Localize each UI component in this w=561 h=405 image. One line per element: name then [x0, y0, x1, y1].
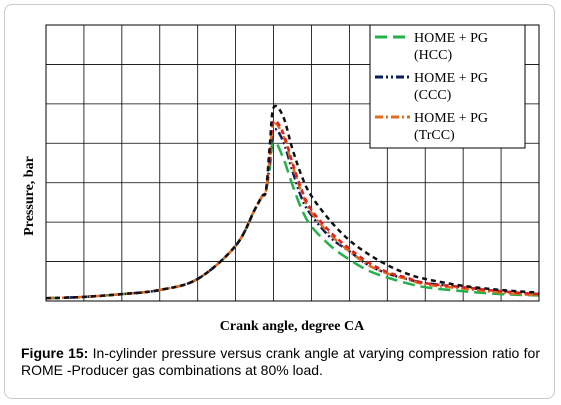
legend-label: (CCC) — [414, 88, 452, 103]
legend-label: HOME + PG — [414, 111, 488, 126]
caption-label: Figure 15: — [21, 345, 89, 361]
series-line-4 — [45, 104, 540, 300]
legend-label: (HCC) — [414, 48, 452, 63]
series-layer — [45, 104, 540, 300]
caption-text: In-cylinder pressure versus crank angle … — [21, 345, 540, 378]
legend-label: HOME + PG — [414, 31, 488, 46]
figure-caption: Figure 15: In-cylinder pressure versus c… — [21, 345, 540, 379]
plot-border — [45, 24, 540, 302]
x-axis-title: Crank angle, degree CA — [220, 319, 365, 334]
series-line-3 — [45, 119, 540, 300]
legend-label: HOME + PG — [414, 71, 488, 86]
legend-label: (TrCC) — [414, 128, 455, 143]
series-line-2 — [45, 122, 540, 300]
series-line-1 — [45, 127, 540, 300]
y-axis-title: Pressure, bar — [22, 156, 37, 236]
legend-box — [369, 24, 526, 149]
legend: HOME + PG (HCC) HOME + PG (CCC) HOME + PG (Tr… — [369, 24, 526, 149]
pressure-chart: Crank angle, degree CA Pressure, bar HOM… — [22, 24, 540, 334]
